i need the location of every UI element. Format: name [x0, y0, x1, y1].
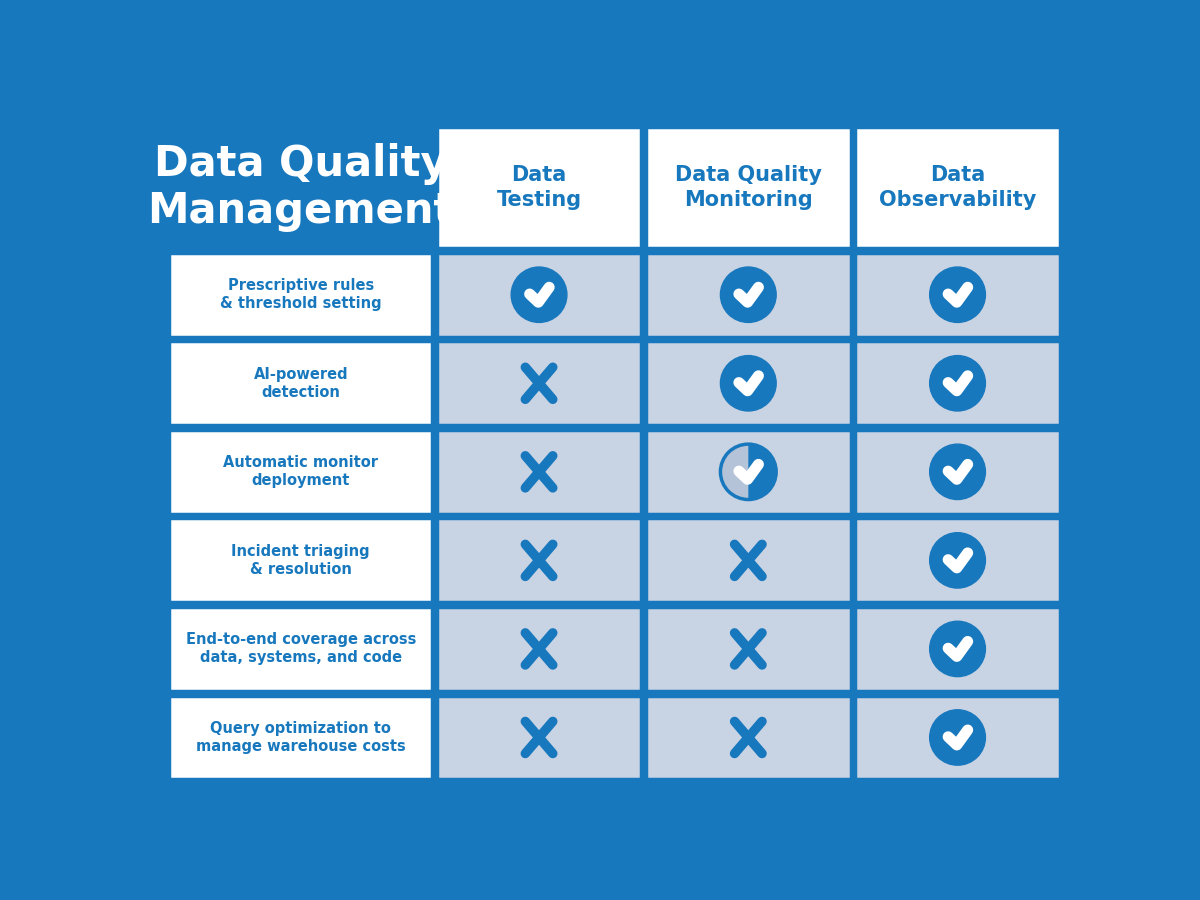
Bar [856, 430, 1060, 514]
Text: Incident triaging
& resolution: Incident triaging & resolution [232, 544, 370, 577]
Bar [856, 127, 1060, 248]
Bar [646, 430, 851, 514]
Bar [646, 341, 851, 425]
Bar [856, 341, 1060, 425]
Bar [856, 253, 1060, 337]
Bar [646, 518, 851, 602]
Circle shape [930, 710, 985, 765]
Bar [169, 341, 432, 425]
Wedge shape [749, 444, 776, 500]
Text: Data
Observability: Data Observability [878, 166, 1037, 210]
Bar [856, 696, 1060, 779]
Wedge shape [720, 444, 749, 500]
Circle shape [720, 356, 776, 411]
Text: Automatic monitor
deployment: Automatic monitor deployment [223, 455, 378, 489]
Text: End-to-end coverage across
data, systems, and code: End-to-end coverage across data, systems… [186, 633, 416, 665]
Bar [169, 696, 432, 779]
Circle shape [930, 621, 985, 677]
Bar [437, 127, 641, 248]
Bar [437, 341, 641, 425]
Circle shape [511, 267, 566, 322]
Bar [646, 696, 851, 779]
Bar [437, 430, 641, 514]
Text: Data Quality
Monitoring: Data Quality Monitoring [674, 166, 822, 210]
Circle shape [930, 533, 985, 588]
Bar [856, 607, 1060, 691]
Bar [646, 253, 851, 337]
Bar [169, 518, 432, 602]
Circle shape [930, 267, 985, 322]
Bar [169, 430, 432, 514]
Circle shape [720, 267, 776, 322]
Bar [437, 253, 641, 337]
Bar [169, 607, 432, 691]
Bar [646, 607, 851, 691]
Circle shape [930, 444, 985, 500]
Text: Data Quality
Management: Data Quality Management [148, 143, 454, 232]
Text: Prescriptive rules
& threshold setting: Prescriptive rules & threshold setting [220, 278, 382, 311]
Circle shape [930, 356, 985, 411]
Bar [169, 253, 432, 337]
Text: Query optimization to
manage warehouse costs: Query optimization to manage warehouse c… [196, 721, 406, 754]
Bar [437, 696, 641, 779]
Text: AI-powered
detection: AI-powered detection [253, 367, 348, 400]
Text: Data
Testing: Data Testing [497, 166, 582, 210]
Bar [437, 518, 641, 602]
Bar [856, 518, 1060, 602]
Bar [646, 127, 851, 248]
Bar [437, 607, 641, 691]
